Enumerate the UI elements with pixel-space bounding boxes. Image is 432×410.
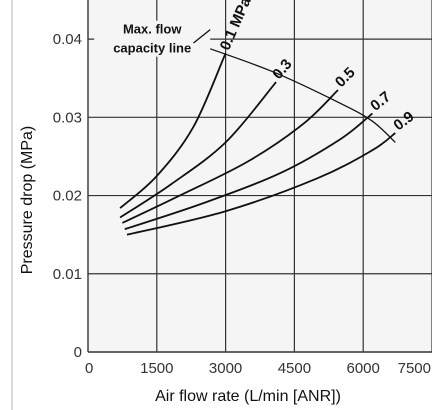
x-tick-label: 4500 <box>278 360 311 377</box>
tick-labels: 0 1500 3000 4500 6000 7500 0 0.01 0.02 0.03 0.04 <box>53 31 431 377</box>
x-tick-label: 3000 <box>209 360 242 377</box>
y-tick-label: 0.02 <box>53 188 82 205</box>
x-tick-label: 7500 <box>398 360 431 377</box>
y-tick-label: 0.01 <box>53 266 82 283</box>
series-lines <box>119 52 396 236</box>
max-flow-capacity-line <box>193 42 396 143</box>
x-tick-label: 0 <box>85 360 93 377</box>
y-tick-label: 0.04 <box>53 31 82 48</box>
max-flow-curve <box>193 42 396 143</box>
annotation-backdrop <box>94 20 211 57</box>
annotation-text: capacity line <box>113 40 191 55</box>
series-line <box>122 89 339 224</box>
axes <box>11 0 432 410</box>
plot-area <box>88 0 432 352</box>
annotation-leader <box>193 29 211 44</box>
x-tick-label: 1500 <box>140 360 173 377</box>
y-axis-title: Pressure drop (MPa) <box>19 126 36 275</box>
series-line <box>126 132 396 236</box>
x-tick-label: 6000 <box>347 360 380 377</box>
y-tick-label: 0.03 <box>53 109 82 126</box>
series-line <box>124 112 373 231</box>
series-line <box>119 81 277 219</box>
annotation-text: Max. flow <box>123 22 182 37</box>
series-line <box>119 52 227 209</box>
y-tick-label: 0 <box>74 344 82 361</box>
annotations: Max. flow capacity line <box>94 20 211 57</box>
x-axis-title: Air flow rate (L/min [ANR]) <box>155 388 341 405</box>
